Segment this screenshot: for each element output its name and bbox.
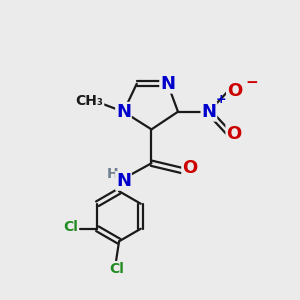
- Text: H: H: [107, 167, 118, 181]
- Text: O: O: [226, 125, 242, 143]
- Text: Cl: Cl: [64, 220, 78, 234]
- Text: −: −: [245, 75, 258, 90]
- Text: O: O: [227, 82, 242, 100]
- Text: O: O: [182, 159, 197, 177]
- Text: N: N: [160, 75, 175, 93]
- Text: CH₃: CH₃: [76, 94, 103, 108]
- Text: Cl: Cl: [109, 262, 124, 276]
- Text: +: +: [215, 94, 226, 106]
- Text: N: N: [116, 172, 131, 190]
- Text: N: N: [201, 103, 216, 121]
- Text: N: N: [116, 103, 131, 121]
